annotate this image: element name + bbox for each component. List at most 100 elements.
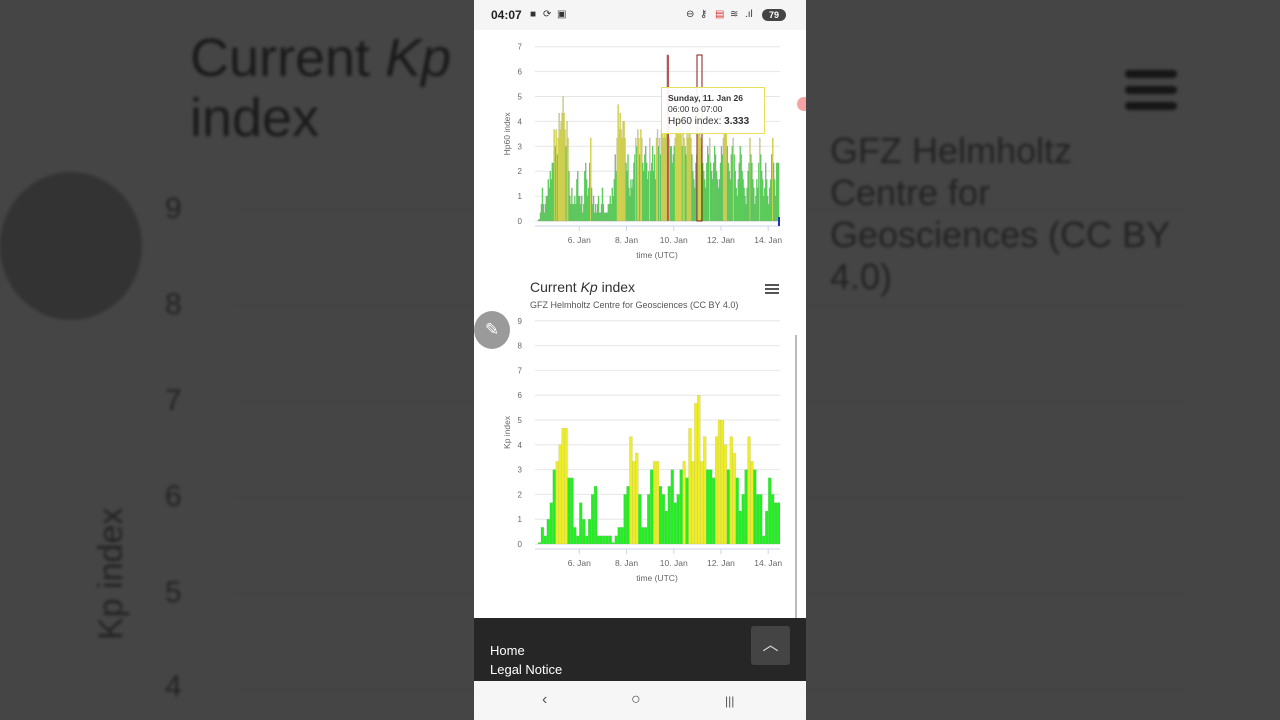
bar [768, 477, 772, 545]
bar [771, 494, 775, 545]
screenshot-icon: ▣ [557, 9, 567, 20]
bar [641, 527, 645, 545]
highlighted-bar [696, 54, 703, 222]
tooltip-range: 06:00 to 07:00 [668, 104, 723, 114]
bar [597, 195, 600, 222]
hp60-chart[interactable]: 0 1 2 3 4 5 6 7 6. Jan 8. Jan 10. Jan 12. Jan 14. Ja… [474, 0, 806, 620]
footer-link-legal-notice[interactable]: Legal Notice [490, 662, 563, 677]
y-tick-label: 1 [518, 515, 523, 524]
background-ytick: 9 [165, 192, 182, 225]
scrollbar[interactable] [795, 335, 797, 627]
x-tick-label: 8. Jan [615, 558, 638, 568]
bar [626, 486, 630, 545]
bar [667, 486, 671, 545]
bar [650, 469, 654, 545]
bar [717, 419, 722, 545]
bar [599, 535, 604, 545]
y-tick-label: 3 [518, 466, 523, 475]
bar [673, 502, 677, 545]
y-tick-label: 4 [518, 117, 523, 126]
bar [608, 535, 612, 545]
scroll-to-top-button[interactable]: ︿ [751, 626, 790, 665]
y-axis-title: Kp index [502, 415, 512, 449]
kp-chart-title: Current Kp index [530, 279, 636, 295]
bar [635, 452, 639, 545]
bar [552, 469, 556, 545]
home-icon[interactable]: ○ [631, 691, 641, 708]
footer-link-home[interactable]: Home [490, 643, 525, 658]
bar [655, 461, 660, 545]
bar [765, 510, 769, 545]
bar [543, 535, 547, 545]
bar [623, 494, 627, 545]
y-tick-label: 6 [518, 391, 523, 400]
sync-icon: ⟳ [543, 9, 552, 20]
bar [567, 477, 571, 545]
bar [579, 502, 583, 545]
status-bar: 04:07 ■ ⟳ ▣ ⊖ ⚷ ▤ ≋ .ıl 79 [474, 0, 806, 30]
kp-chart[interactable]: 0 1 2 3 4 5 6 7 8 9 6. Jan 8. Jan 10. Jan 12. Jan 14. … [474, 0, 806, 620]
background-axis-label: Kp index [92, 507, 130, 640]
bar [570, 477, 574, 545]
y-tick-label: 5 [518, 93, 523, 102]
bar [614, 535, 618, 545]
bar [723, 444, 727, 545]
bar [576, 535, 580, 545]
x-axis-title: time (UTC) [636, 573, 678, 583]
bar [629, 436, 633, 545]
tooltip-value: 3.333 [724, 116, 750, 127]
bar [726, 469, 730, 545]
bar [658, 486, 663, 545]
bar [549, 502, 553, 545]
background-ytick: 6 [165, 480, 182, 513]
battery-indicator: 79 [762, 9, 786, 21]
bar [564, 428, 568, 545]
x-tick-label: 14. Jan [754, 235, 782, 245]
dnd-icon: ⊖ [686, 9, 695, 20]
bar [588, 519, 592, 545]
bar [694, 403, 698, 545]
bar [632, 461, 636, 545]
bar [691, 461, 695, 545]
bar [706, 469, 710, 545]
bar [776, 502, 781, 545]
bar [591, 494, 595, 545]
back-icon[interactable]: ‹ [542, 691, 548, 708]
bar [582, 519, 586, 545]
bar [762, 535, 766, 545]
y-tick-label: 0 [518, 217, 523, 226]
bar [738, 510, 742, 545]
y-tick-label: 0 [518, 540, 523, 549]
y-tick-label: 3 [518, 142, 523, 151]
x-tick-label: 6. Jan [568, 235, 591, 245]
recents-icon[interactable]: ||| [725, 694, 735, 708]
bar [747, 436, 751, 545]
video-icon: ■ [530, 9, 537, 20]
y-tick-label: 2 [518, 167, 523, 176]
y-tick-label: 9 [518, 317, 523, 326]
clock: 04:07 [491, 8, 522, 22]
x-tick-label: 12. Jan [707, 558, 735, 568]
chart-tooltip: Sunday, 11. Jan 26 06:00 to 07:00 Hp60 i… [661, 87, 765, 134]
bar [714, 436, 719, 545]
bar [773, 502, 778, 545]
bar [638, 494, 642, 545]
y-axis-title: Hp60 index [502, 112, 512, 156]
bar [589, 137, 592, 222]
chart-menu-icon[interactable] [765, 284, 779, 296]
y-tick-label: 1 [518, 192, 523, 201]
bar [670, 469, 674, 545]
y-tick-label: 4 [518, 441, 523, 450]
cast-icon: ▤ [715, 9, 725, 20]
tooltip-date: Sunday, 11. Jan 26 [668, 93, 743, 103]
bar [558, 444, 562, 545]
bar [753, 469, 757, 545]
pencil-icon[interactable]: ✎ [474, 311, 510, 349]
bar [720, 419, 725, 545]
bar [700, 461, 704, 545]
bar [741, 494, 745, 545]
y-tick-label: 7 [518, 43, 523, 52]
background-pencil-icon [0, 172, 142, 320]
x-tick-label: 12. Jan [707, 235, 735, 245]
x-tick-label: 10. Jan [660, 558, 688, 568]
